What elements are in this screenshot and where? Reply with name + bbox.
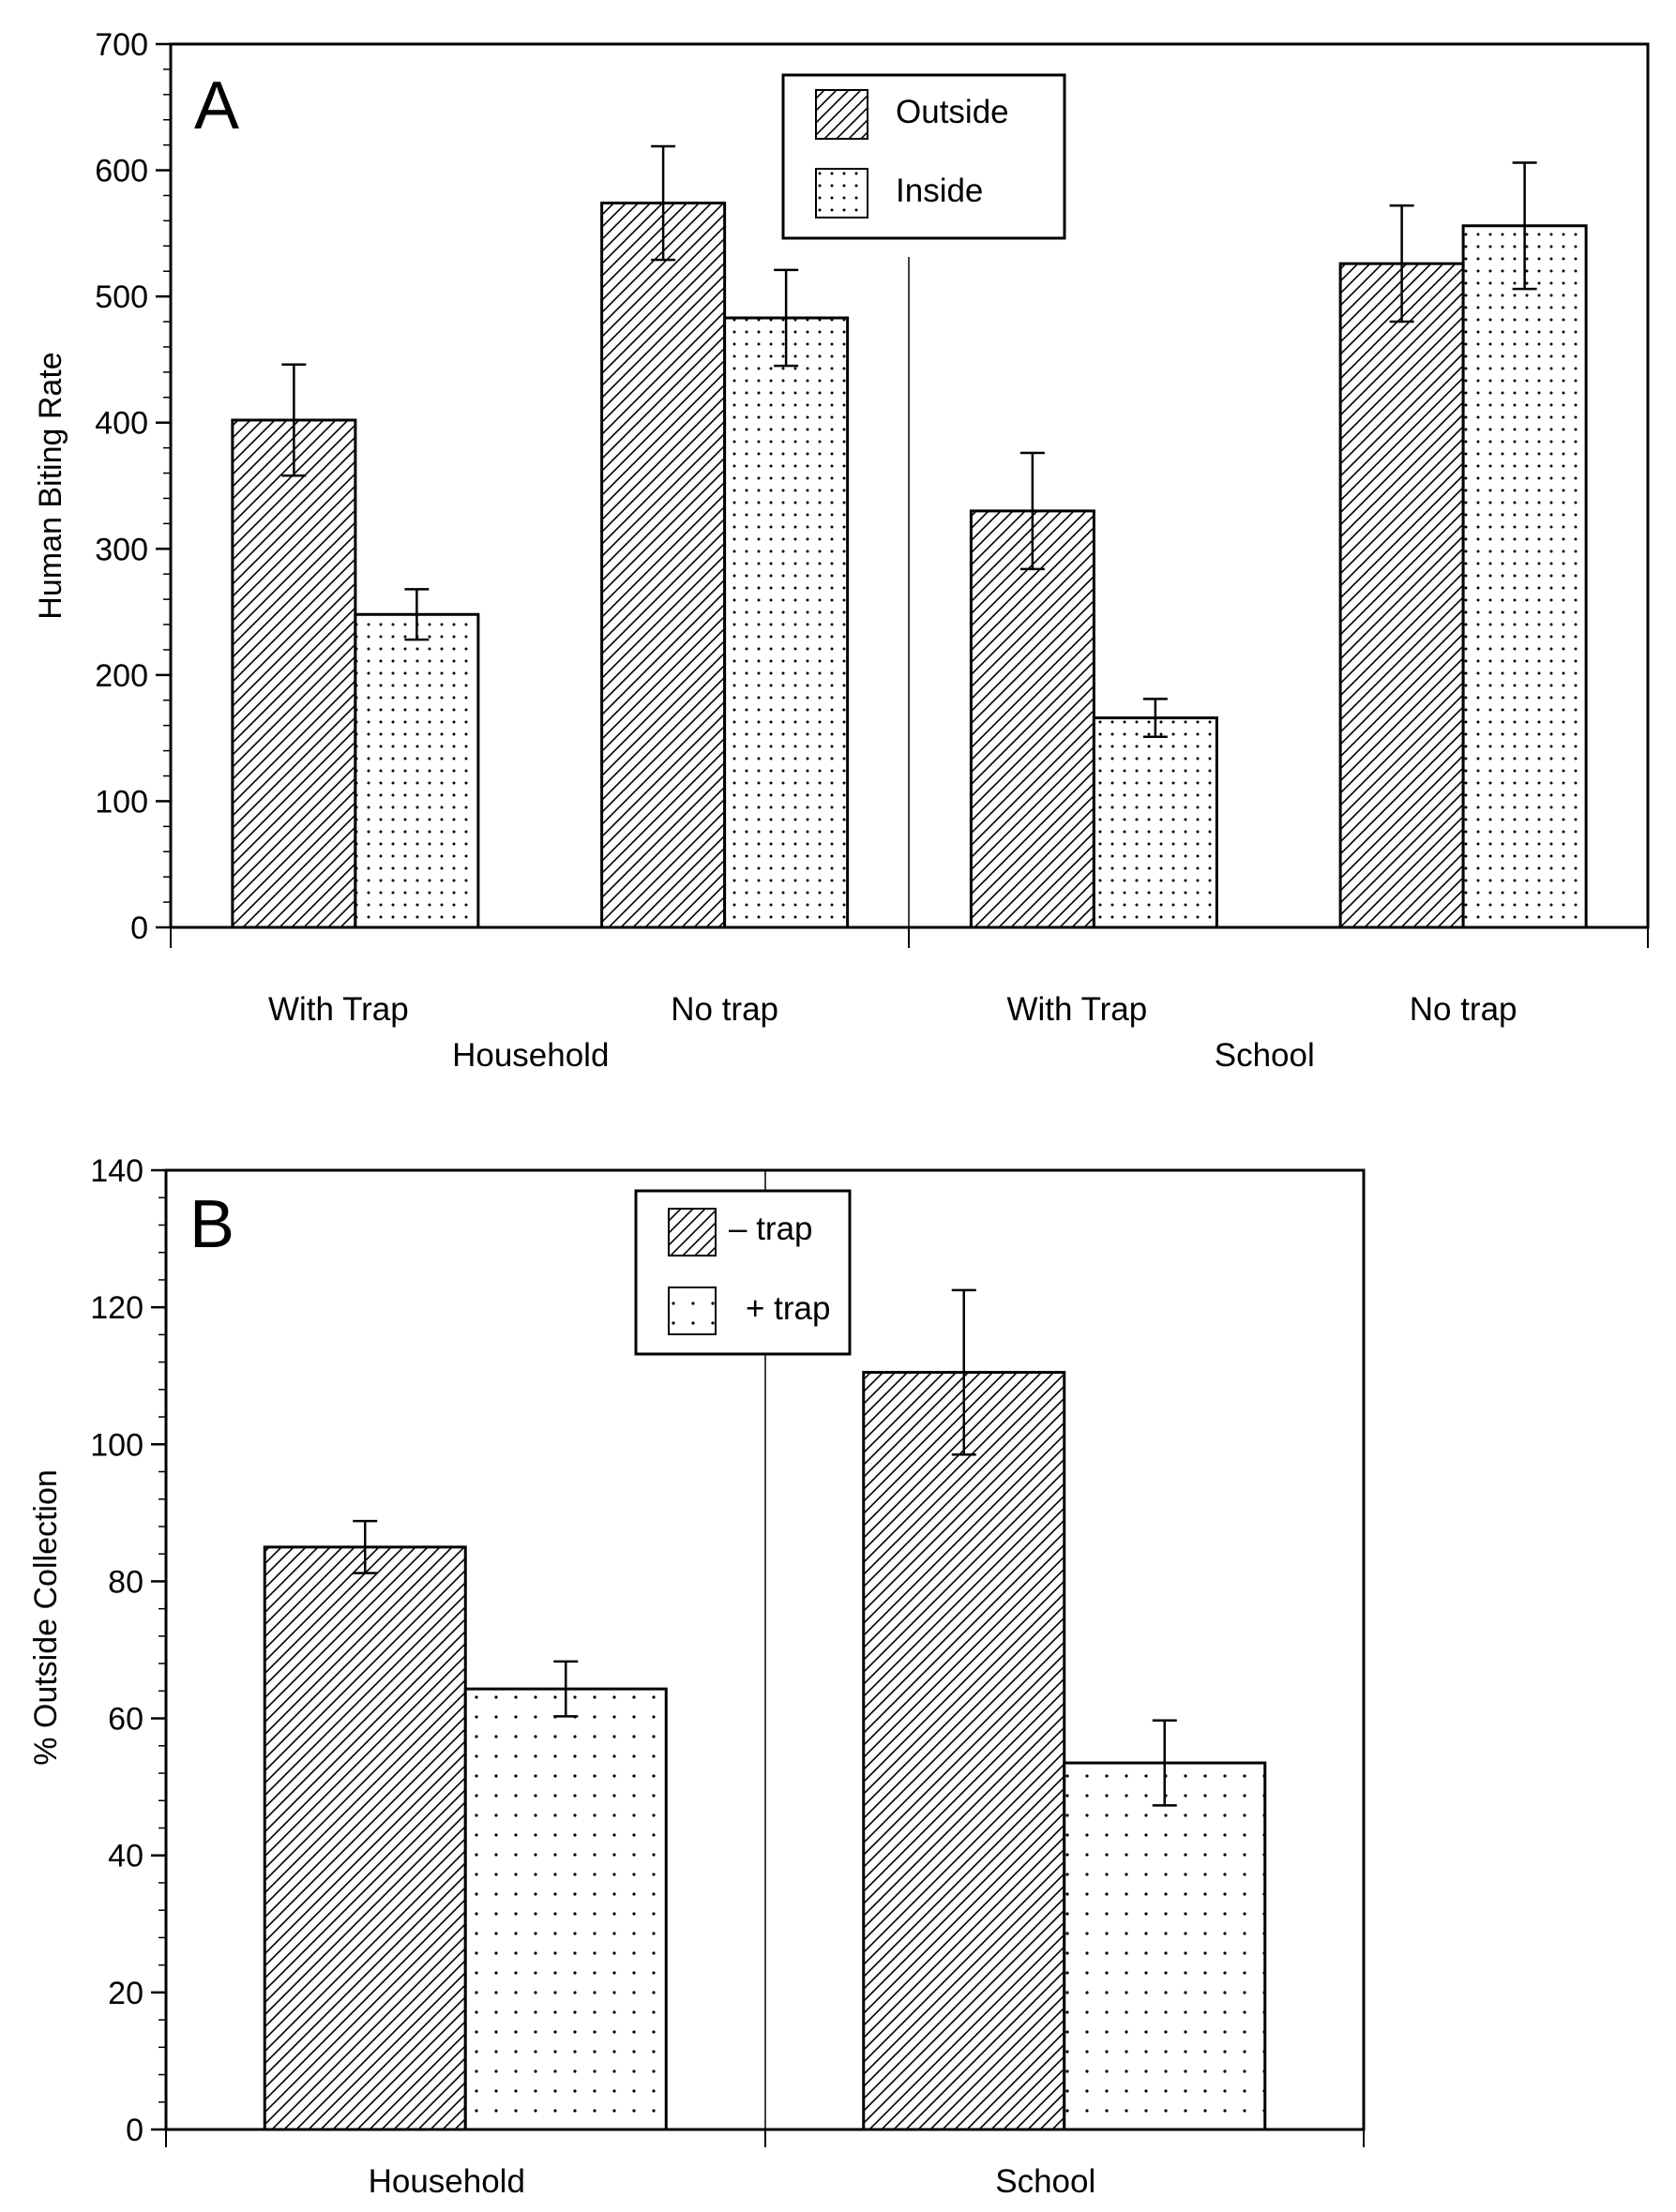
bar-inside-no-trap <box>723 316 850 929</box>
y-tick-label: 80 <box>108 1564 143 1600</box>
y-tick-label: 120 <box>90 1290 143 1326</box>
category-labels: Household School <box>369 2163 1096 2200</box>
category-labels: With Trap No trap With Trap No trap <box>268 991 1517 1028</box>
legend-swatch-inside <box>815 168 868 218</box>
y-tick-label: 100 <box>95 784 148 820</box>
bar-outside-with-trap <box>969 509 1095 929</box>
y-tick-label: 100 <box>90 1427 143 1463</box>
y-axis: 0 20 40 60 80 100 120 140 <box>90 1153 166 2148</box>
bar-marks <box>231 144 1588 929</box>
y-axis-title: % Outside Collection <box>28 1469 64 1766</box>
legend-label-plus-trap: + trap <box>746 1290 830 1327</box>
bar-trap-household <box>263 1545 467 2131</box>
y-tick-label: 300 <box>95 532 148 567</box>
y-tick-label: 140 <box>90 1153 143 1189</box>
bar-trap-school <box>1063 1761 1267 2131</box>
group-label: School <box>1215 1037 1315 1074</box>
bar-inside-with-trap <box>354 612 480 929</box>
bar-outside-no-trap <box>1338 262 1465 929</box>
panel-b: 0 20 40 60 80 100 120 140 Household School B % O… <box>28 1153 1366 2200</box>
legend-label-inside: Inside <box>896 173 983 209</box>
category-label: Household <box>369 2163 525 2200</box>
bar-inside-no-trap <box>1461 224 1588 929</box>
bar-trap-household <box>463 1687 668 2131</box>
legend: Outside Inside <box>781 73 1066 240</box>
panel-letter: B <box>189 1187 234 1262</box>
bar-marks <box>263 1288 1267 2131</box>
y-axis-title: Human Biting Rate <box>33 352 68 619</box>
group-label: Household <box>452 1037 609 1074</box>
y-tick-label: 60 <box>108 1702 143 1738</box>
legend-swatch-plus-trap <box>668 1287 717 1335</box>
category-label: No trap <box>671 991 778 1028</box>
y-tick-label: 500 <box>95 279 148 315</box>
legend: – trap + trap <box>634 1189 852 1356</box>
category-label: School <box>995 2163 1095 2200</box>
y-tick-label: 200 <box>95 658 148 694</box>
category-label: With Trap <box>268 991 409 1028</box>
panel-letter: A <box>194 68 239 143</box>
bar-trap-school <box>862 1371 1066 2131</box>
y-tick-label: 20 <box>108 1976 143 2011</box>
y-tick-label: 0 <box>126 2113 143 2148</box>
legend-swatch-outside <box>815 89 868 140</box>
bar-inside-with-trap <box>1092 716 1218 929</box>
legend-label-outside: Outside <box>896 94 1009 130</box>
group-labels: Household School <box>452 1037 1315 1074</box>
bar-outside-with-trap <box>231 418 357 929</box>
y-tick-label: 400 <box>95 406 148 442</box>
bar-outside-no-trap <box>600 202 727 929</box>
y-tick-label: 700 <box>95 27 148 63</box>
y-tick-label: 600 <box>95 154 148 189</box>
legend-label-minus-trap: – trap <box>729 1211 813 1247</box>
y-axis: 0 100 200 300 400 500 600 700 <box>95 27 171 946</box>
category-label: No trap <box>1410 991 1517 1028</box>
category-label: With Trap <box>1006 991 1147 1028</box>
y-tick-label: 0 <box>130 910 148 946</box>
y-tick-label: 40 <box>108 1839 143 1874</box>
legend-swatch-minus-trap <box>668 1208 717 1256</box>
